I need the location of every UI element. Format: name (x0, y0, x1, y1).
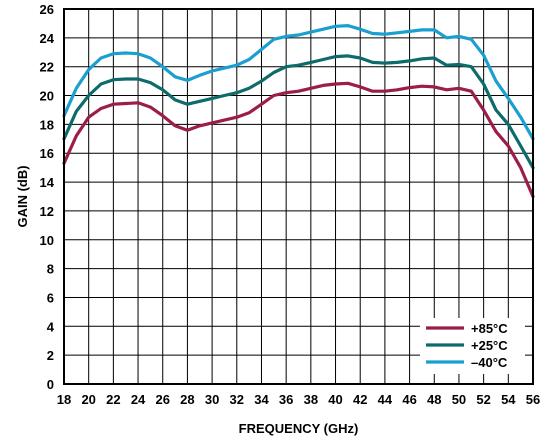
y-tick-label: 2 (47, 348, 54, 363)
x-tick-label: 50 (452, 392, 466, 407)
legend-label-2: –40°C (471, 355, 508, 370)
series-line-2 (62, 24, 535, 141)
legend-label-0: +85°C (471, 321, 508, 336)
y-tick-label: 12 (40, 204, 54, 219)
x-tick-label: 42 (353, 392, 367, 407)
y-axis-label: GAIN (dB) (15, 165, 30, 227)
series-line-1 (62, 54, 535, 170)
x-tick-label: 36 (279, 392, 293, 407)
y-tick-label: 4 (47, 319, 55, 334)
y-tick-label: 18 (40, 117, 54, 132)
x-tick-labels: 18 20 22 24 26 28 30 32 34 36 38 40 42 44 46 48 50 52 54 56 (57, 392, 540, 407)
y-tick-label: 26 (40, 2, 54, 17)
x-tick-label: 22 (106, 392, 120, 407)
x-tick-label: 38 (304, 392, 318, 407)
y-tick-label: 10 (40, 233, 54, 248)
y-tick-label: 8 (47, 262, 54, 277)
x-tick-label: 26 (156, 392, 170, 407)
x-tick-label: 20 (81, 392, 95, 407)
series-line-0 (62, 81, 535, 199)
x-tick-label: 30 (205, 392, 219, 407)
y-tick-label: 16 (40, 146, 54, 161)
y-tick-label: 20 (40, 89, 54, 104)
legend-label-1: +25°C (471, 338, 508, 353)
x-tick-label: 32 (230, 392, 244, 407)
x-tick-label: 34 (254, 392, 269, 407)
x-tick-label: 52 (476, 392, 490, 407)
x-tick-label: 40 (328, 392, 342, 407)
y-tick-label: 24 (40, 31, 55, 46)
x-tick-label: 28 (180, 392, 194, 407)
legend: +85°C +25°C –40°C (420, 318, 525, 374)
x-tick-label: 56 (526, 392, 540, 407)
x-axis-label: FREQUENCY (GHz) (239, 421, 359, 436)
x-tick-label: 48 (427, 392, 441, 407)
x-tick-label: 18 (57, 392, 71, 407)
x-tick-label: 24 (131, 392, 146, 407)
y-tick-label: 14 (40, 175, 55, 190)
y-tick-label: 0 (47, 377, 54, 392)
plot-frame (63, 8, 534, 385)
x-tick-label: 54 (501, 392, 516, 407)
y-tick-label: 6 (47, 290, 54, 305)
x-tick-label: 46 (402, 392, 416, 407)
x-tick-label: 44 (378, 392, 393, 407)
y-tick-label: 22 (40, 60, 54, 75)
series-lines (62, 24, 535, 199)
